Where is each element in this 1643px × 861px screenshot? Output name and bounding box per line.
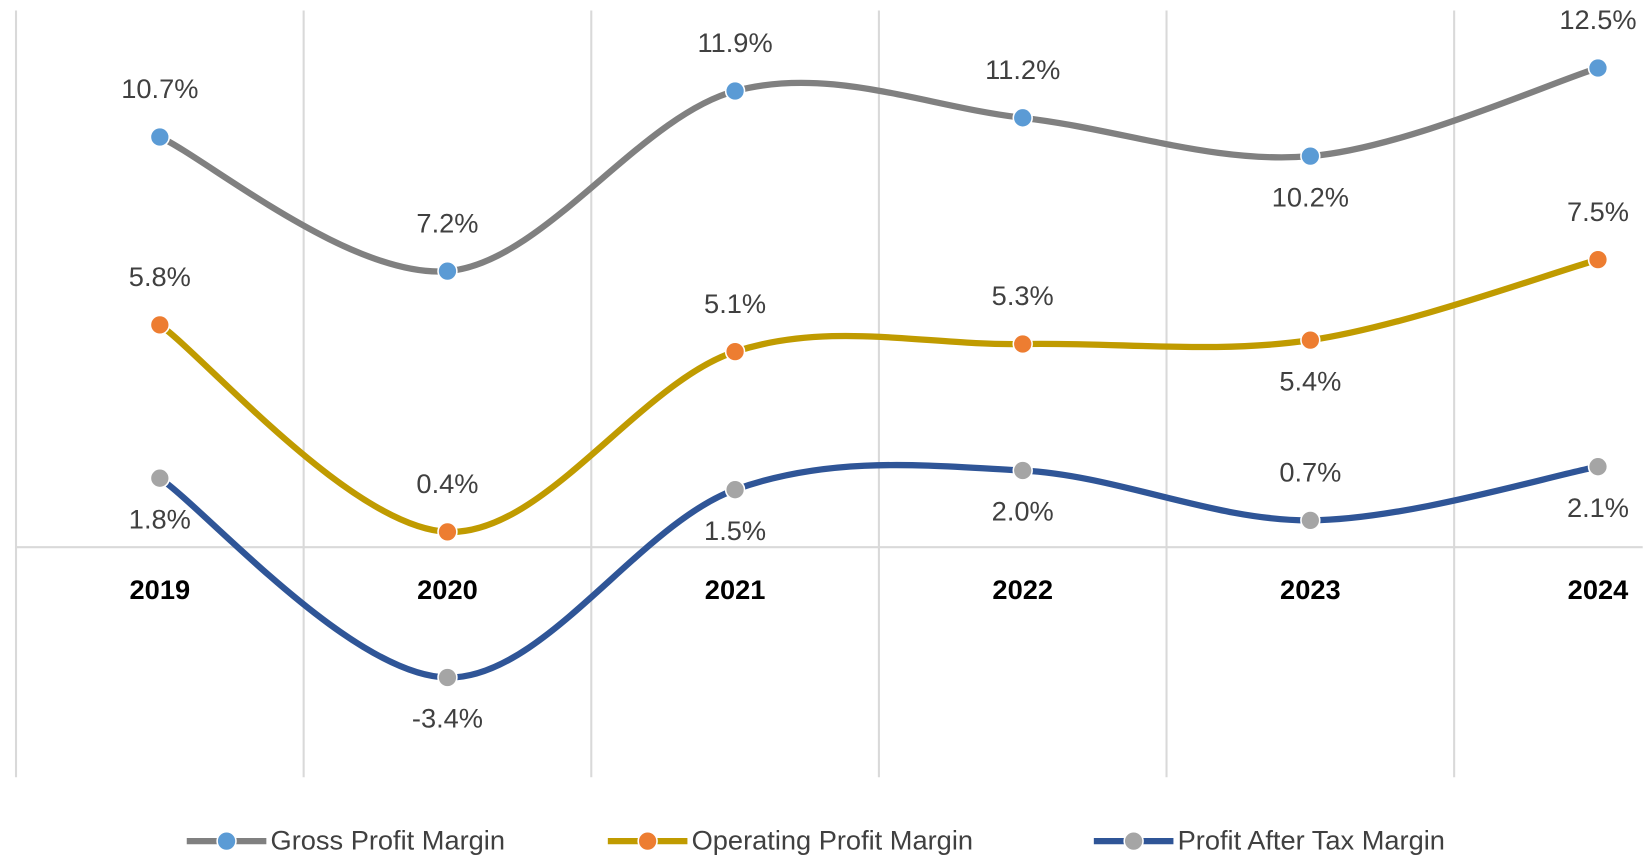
data-label: 10.7% xyxy=(121,73,198,104)
legend-marker xyxy=(637,830,658,852)
data-point xyxy=(724,80,746,102)
data-label: 7.5% xyxy=(1567,196,1629,227)
data-label: -3.4% xyxy=(412,703,483,734)
data-label: 11.2% xyxy=(985,54,1060,85)
data-label: 0.4% xyxy=(416,468,478,499)
data-point xyxy=(1300,510,1321,531)
data-label: 5.4% xyxy=(1279,365,1341,396)
series-line xyxy=(156,256,1602,536)
data-point xyxy=(437,260,458,282)
data-label: 12.5% xyxy=(1559,4,1636,35)
data-point xyxy=(149,467,171,489)
data-point xyxy=(437,667,458,688)
data-point xyxy=(1300,145,1321,167)
data-point xyxy=(1587,456,1609,477)
legend-marker xyxy=(216,830,237,852)
x-tick-label: 2019 xyxy=(130,574,191,605)
data-label: 0.7% xyxy=(1279,456,1341,487)
legend-marker xyxy=(1123,830,1144,852)
data-label: 2.1% xyxy=(1567,492,1629,523)
data-label: 1.8% xyxy=(129,503,191,534)
data-point xyxy=(1012,460,1033,481)
x-tick-label: 2022 xyxy=(992,574,1053,605)
data-label: 2.0% xyxy=(992,496,1054,527)
series-line xyxy=(156,461,1602,681)
data-point xyxy=(724,479,746,500)
data-label: 5.3% xyxy=(992,280,1054,311)
data-point xyxy=(1012,107,1033,129)
x-tick-label: 2020 xyxy=(417,574,478,605)
data-point xyxy=(149,314,171,336)
x-tick-label: 2024 xyxy=(1568,574,1629,605)
data-label: 5.1% xyxy=(704,288,766,319)
data-point xyxy=(1587,249,1609,270)
data-point xyxy=(437,521,458,543)
series-line xyxy=(156,64,1602,275)
data-label: 10.2% xyxy=(1272,181,1349,212)
data-point xyxy=(724,341,746,362)
data-point xyxy=(1587,57,1609,79)
data-label: 7.2% xyxy=(416,207,478,238)
data-point xyxy=(1300,329,1321,351)
legend-label: Profit After Tax Margin xyxy=(1178,824,1445,855)
legend-label: Gross Profit Margin xyxy=(271,824,505,855)
legend-label: Operating Profit Margin xyxy=(692,824,973,855)
data-point xyxy=(149,126,171,148)
x-tick-label: 2023 xyxy=(1280,574,1341,605)
data-label: 1.5% xyxy=(704,515,766,546)
x-tick-label: 2021 xyxy=(705,574,766,605)
data-label: 11.9% xyxy=(697,27,772,58)
data-point xyxy=(1012,333,1033,355)
data-label: 5.8% xyxy=(129,261,191,292)
